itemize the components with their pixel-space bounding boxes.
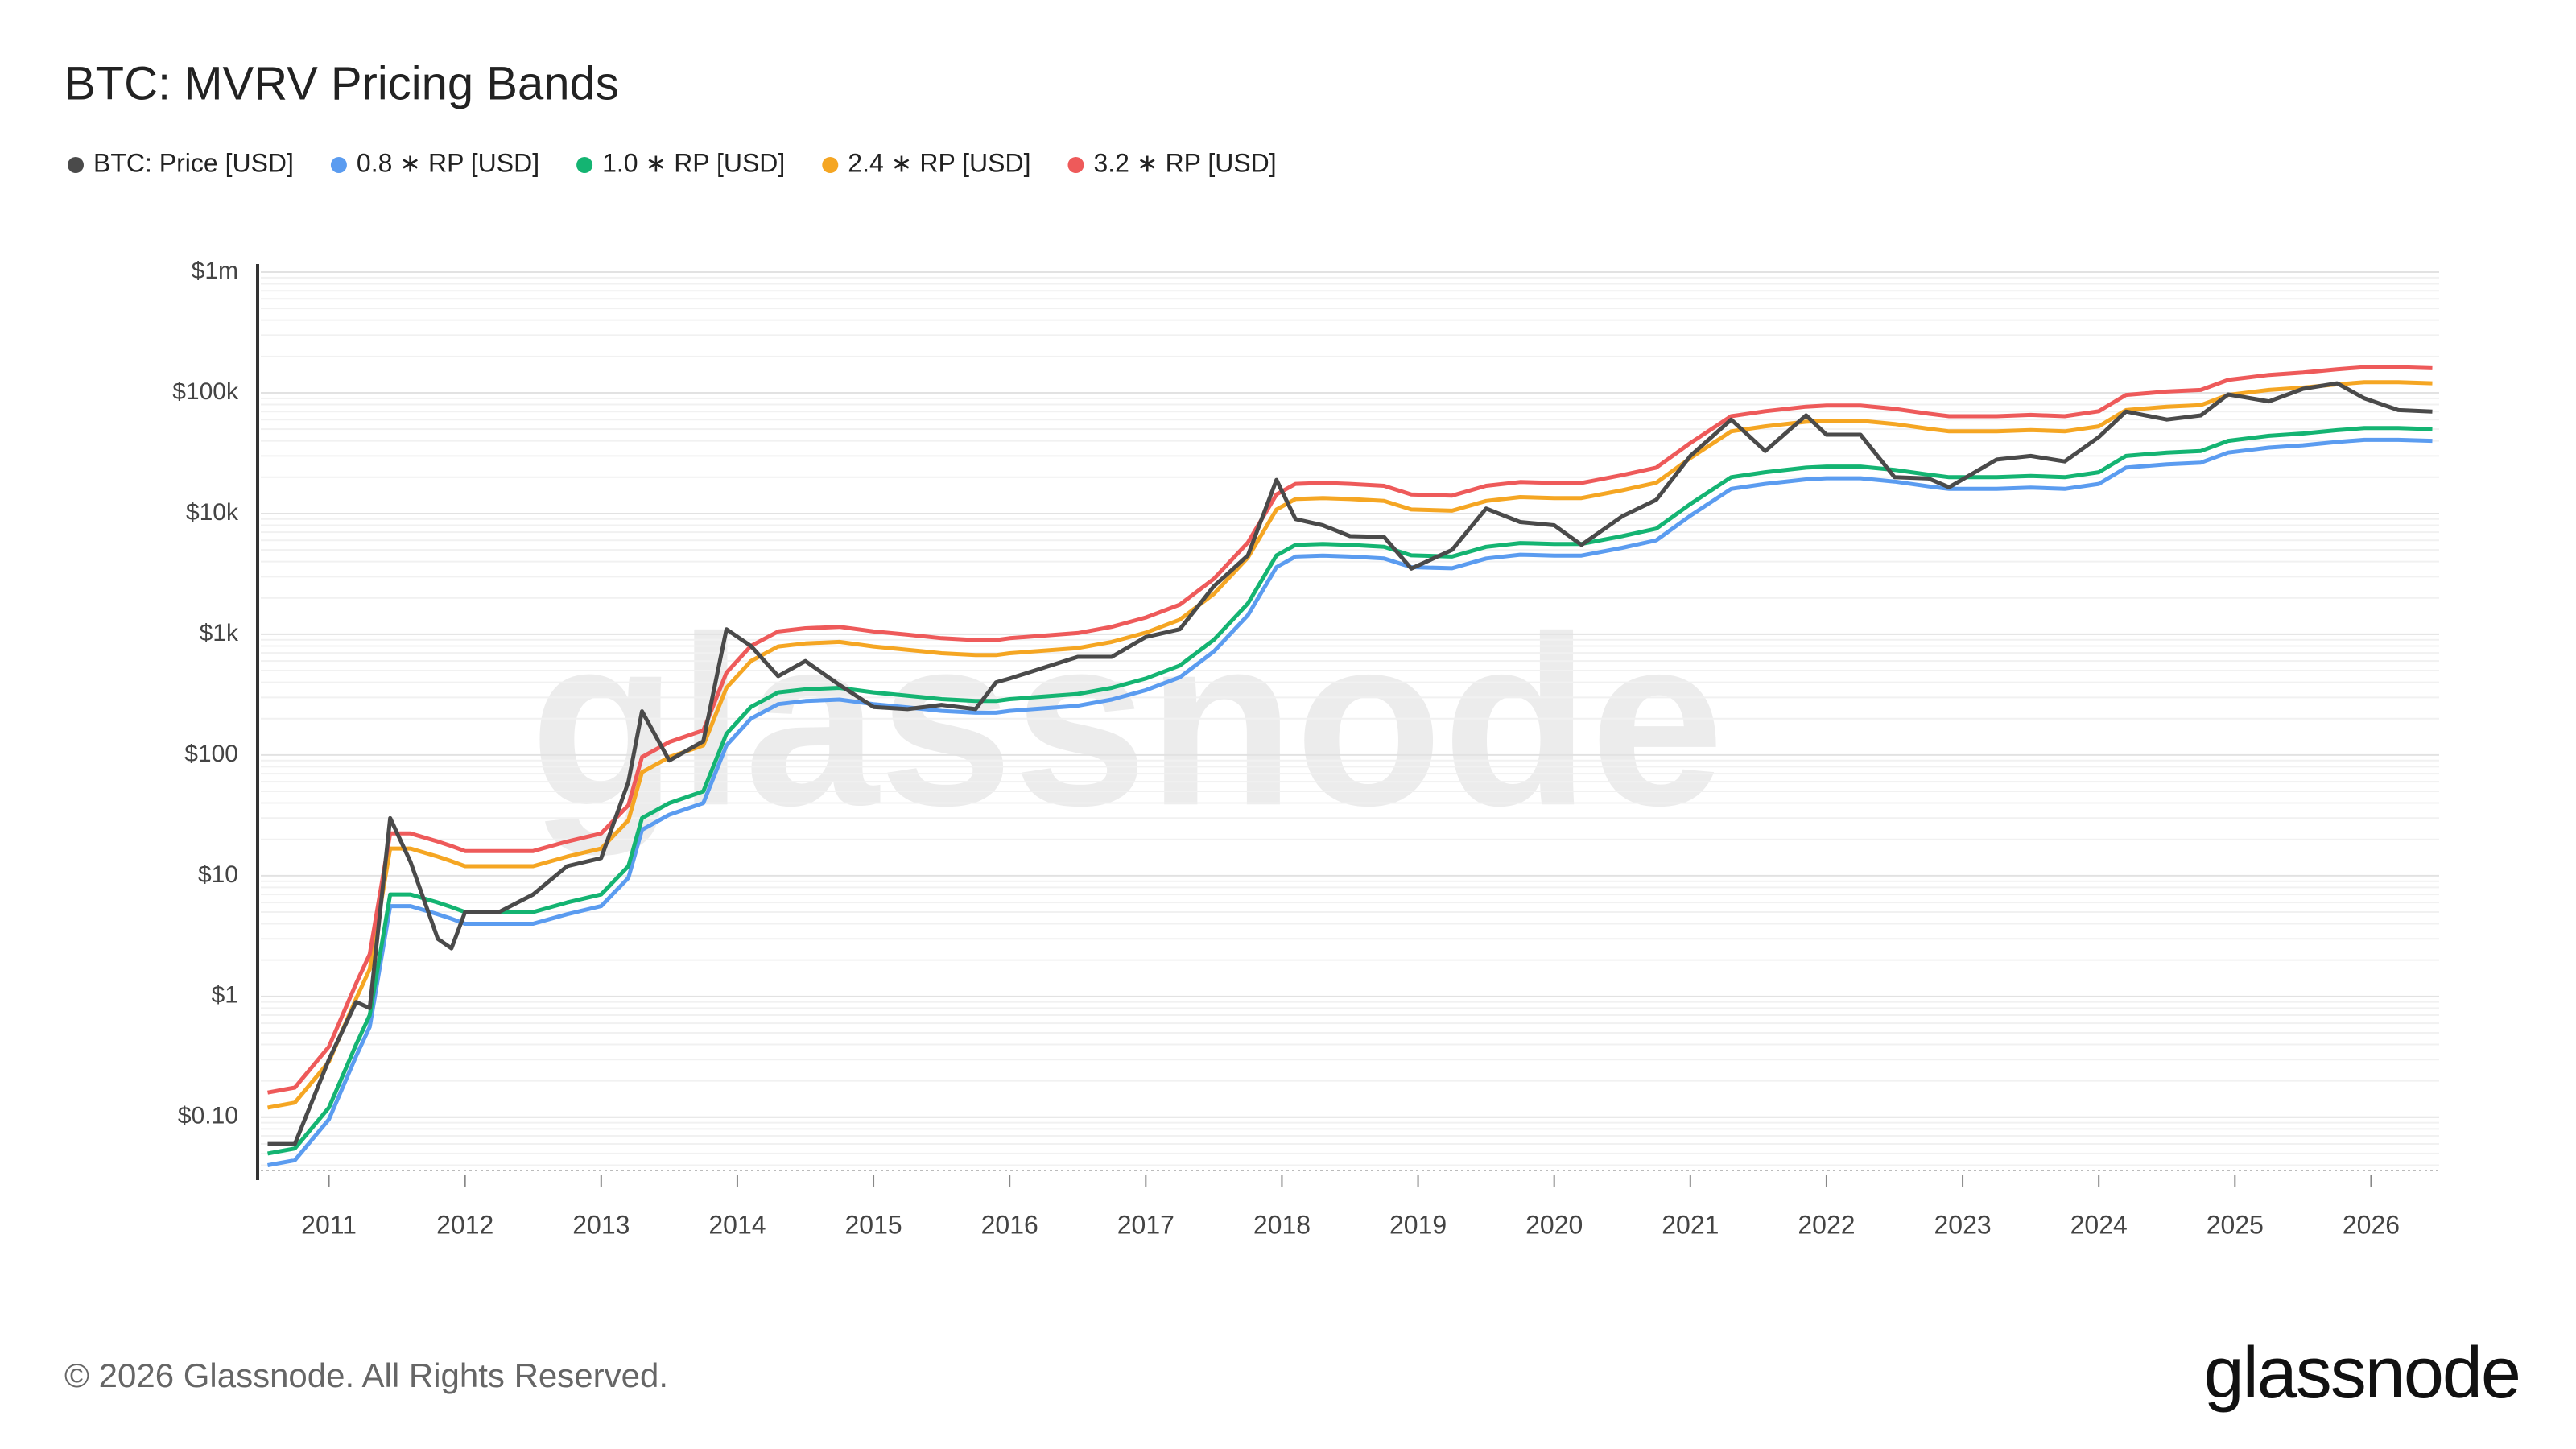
- x-tick-label: 2013: [572, 1210, 630, 1239]
- legend-marker: [1067, 157, 1084, 173]
- y-tick-label: $1: [212, 982, 238, 1009]
- y-tick-label: $100k: [172, 378, 239, 405]
- legend-label: 3.2 ∗ RP [USD]: [1093, 148, 1276, 177]
- series-line: [267, 381, 2433, 1146]
- legend-marker: [822, 157, 839, 173]
- y-tick-label: $1k: [200, 620, 239, 646]
- series-line: [267, 437, 2433, 1167]
- series-line: [267, 426, 2433, 1156]
- x-tick-label: 2024: [2070, 1210, 2128, 1239]
- x-tick-label: 2025: [2207, 1210, 2264, 1239]
- x-tick-label: 2011: [301, 1210, 357, 1239]
- y-tick-label: $100: [184, 741, 238, 767]
- x-tick-label: 2018: [1253, 1210, 1311, 1239]
- x-tick-label: 2020: [1525, 1210, 1583, 1239]
- footer: © 2026 Glassnode. All Rights Reserved.: [64, 1356, 668, 1394]
- x-tick-label: 2016: [981, 1210, 1038, 1239]
- x-tick-label: 2023: [1934, 1210, 1991, 1239]
- legend-label: BTC: Price [USD]: [93, 148, 294, 177]
- y-tick-label: $0.10: [178, 1103, 238, 1129]
- logo: glassnode: [2204, 1333, 2520, 1414]
- series-line: [267, 380, 2433, 1110]
- legend-marker: [576, 157, 593, 173]
- legend-marker: [330, 157, 347, 173]
- x-tick-label: 2019: [1389, 1210, 1447, 1239]
- y-tick-label: $10: [198, 861, 238, 888]
- legend-label: 0.8 ∗ RP [USD]: [357, 148, 539, 177]
- x-tick-label: 2017: [1117, 1210, 1174, 1239]
- chart-title: BTC: MVRV Pricing Bands: [64, 57, 619, 109]
- legend-marker: [68, 157, 84, 173]
- y-tick-label: $10k: [186, 499, 239, 526]
- x-tick-label: 2021: [1662, 1210, 1719, 1239]
- x-tick-label: 2026: [2343, 1210, 2400, 1239]
- x-tick-label: 2015: [844, 1210, 902, 1239]
- legend-label: 1.0 ∗ RP [USD]: [602, 148, 785, 177]
- y-tick-label: $1m: [192, 258, 238, 284]
- x-tick-label: 2014: [708, 1210, 766, 1239]
- x-tick-label: 2022: [1798, 1210, 1855, 1239]
- series-line: [267, 365, 2433, 1095]
- x-tick-label: 2012: [436, 1210, 493, 1239]
- legend-label: 2.4 ∗ RP [USD]: [848, 148, 1030, 177]
